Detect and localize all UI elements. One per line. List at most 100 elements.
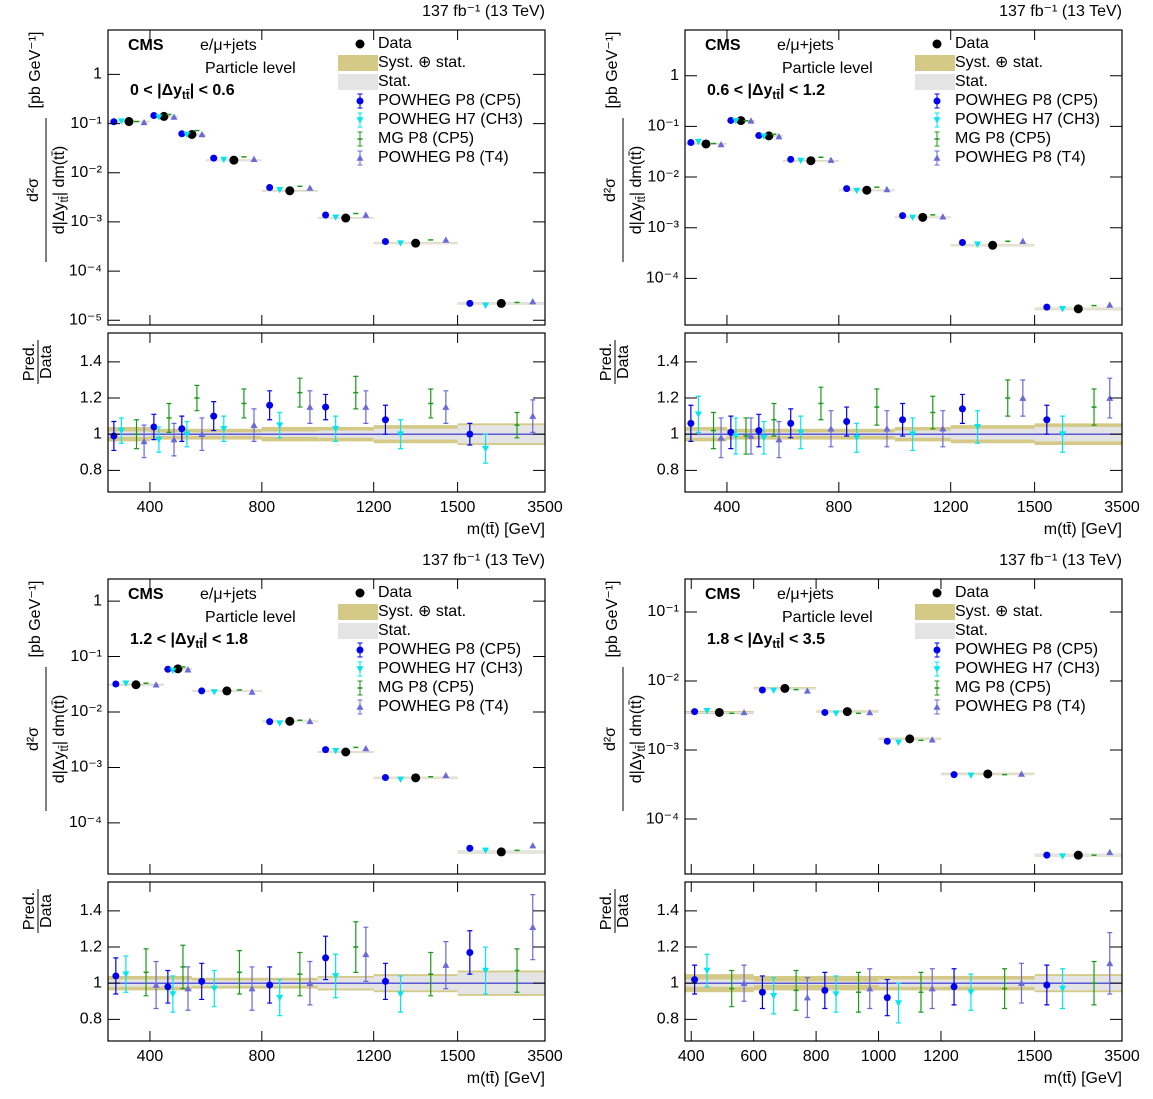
y-tick-label: 10⁻¹ bbox=[647, 603, 679, 620]
plot-frame bbox=[107, 578, 546, 875]
legend-marker bbox=[356, 646, 364, 654]
marker bbox=[806, 156, 816, 166]
y-tick-label: 10⁻⁵ bbox=[69, 311, 102, 328]
marker bbox=[909, 431, 917, 438]
y-tick-label: 10⁻³ bbox=[70, 213, 102, 230]
lumi-label: 137 fb⁻¹ (13 TeV) bbox=[999, 552, 1122, 569]
marker bbox=[758, 988, 766, 996]
marker bbox=[780, 683, 790, 693]
legend-label: Data bbox=[955, 584, 989, 601]
marker bbox=[184, 666, 192, 673]
y-tick-label: 10⁻³ bbox=[647, 741, 679, 758]
marker bbox=[170, 113, 178, 120]
legend-swatch bbox=[338, 623, 378, 639]
legend-swatch bbox=[915, 74, 955, 90]
legend-marker bbox=[933, 703, 941, 710]
marker bbox=[276, 422, 284, 429]
y-label-denominator-part: tt̄ bbox=[636, 744, 648, 751]
marker bbox=[687, 419, 695, 427]
ratio-frame bbox=[684, 881, 1123, 1042]
legend-swatch bbox=[915, 623, 955, 639]
marker bbox=[210, 689, 218, 696]
marker bbox=[1106, 959, 1114, 967]
marker bbox=[1106, 394, 1114, 401]
x-axis-label: m(tt̄) [GeV] bbox=[1044, 521, 1122, 538]
ratio-y-tick-label: 1.2 bbox=[80, 938, 102, 955]
marker bbox=[755, 427, 763, 435]
marker bbox=[248, 985, 256, 992]
x-tick-label: 600 bbox=[740, 1048, 767, 1065]
marker bbox=[714, 707, 724, 717]
marker bbox=[397, 240, 405, 247]
region-label-part: 1.8 < |Δy bbox=[707, 631, 772, 648]
ratio-label-bottom: Data bbox=[615, 345, 632, 379]
region-label-part: tt̄ bbox=[195, 639, 203, 651]
legend-label: Syst. ⊕ stat. bbox=[378, 603, 466, 620]
marker bbox=[164, 665, 172, 673]
marker bbox=[758, 686, 766, 694]
marker bbox=[322, 746, 330, 754]
marker bbox=[140, 118, 148, 126]
lumi-label: 137 fb⁻¹ (13 TeV) bbox=[999, 3, 1122, 20]
x-tick-label: 3500 bbox=[527, 499, 563, 516]
marker bbox=[691, 976, 699, 984]
legend-label: Data bbox=[378, 35, 412, 52]
region-label-part: | < 1.8 bbox=[203, 631, 248, 648]
marker bbox=[843, 185, 851, 193]
marker bbox=[110, 118, 118, 126]
marker bbox=[1059, 306, 1067, 313]
marker bbox=[466, 844, 474, 852]
experiment-label: CMS bbox=[705, 586, 741, 603]
marker bbox=[198, 130, 206, 138]
marker bbox=[222, 686, 232, 696]
marker bbox=[482, 445, 490, 453]
region-label: 0.6 < |Δytt̄| < 1.2 bbox=[707, 82, 825, 102]
x-tick-label: 800 bbox=[803, 1048, 830, 1065]
marker bbox=[112, 972, 120, 980]
marker bbox=[362, 950, 370, 958]
y-label-unit: [pb GeV⁻¹] bbox=[604, 32, 621, 109]
marker bbox=[482, 967, 490, 975]
marker bbox=[732, 117, 740, 125]
marker bbox=[905, 734, 915, 744]
marker bbox=[164, 983, 172, 991]
marker bbox=[397, 991, 405, 998]
marker bbox=[496, 298, 506, 308]
marker bbox=[210, 412, 218, 420]
y-tick-label: 1 bbox=[93, 592, 102, 609]
marker bbox=[306, 979, 314, 986]
marker bbox=[210, 154, 218, 162]
marker bbox=[842, 707, 852, 717]
region-label: 0 < |Δytt̄| < 0.6 bbox=[130, 82, 235, 102]
marker bbox=[760, 434, 768, 442]
legend-label: MG P8 (CP5) bbox=[955, 679, 1051, 696]
marker bbox=[939, 213, 947, 220]
region-label: 1.2 < |Δytt̄| < 1.8 bbox=[130, 631, 248, 651]
lumi-label: 137 fb⁻¹ (13 TeV) bbox=[422, 552, 545, 569]
panel: 10⁻⁴ 10⁻³ 10⁻² 10⁻¹ 1 0.8 1 1.2 1.4 400 800 1200 150… bbox=[598, 3, 1140, 538]
marker bbox=[381, 237, 389, 245]
plot-frame bbox=[684, 29, 1123, 326]
marker bbox=[183, 131, 191, 138]
legend-swatch bbox=[915, 55, 955, 71]
marker bbox=[853, 187, 861, 195]
marker bbox=[862, 185, 872, 195]
marker bbox=[827, 156, 835, 163]
ratio-y-tick-label: 1 bbox=[93, 974, 102, 991]
marker bbox=[895, 739, 903, 746]
ratio-frame bbox=[107, 332, 546, 493]
marker bbox=[362, 211, 370, 218]
x-axis-label: m(tt̄) [GeV] bbox=[467, 521, 545, 538]
marker bbox=[821, 708, 829, 716]
y-label-denominator-part: tt̄ bbox=[59, 195, 71, 202]
legend-label: POWHEG H7 (CH3) bbox=[955, 660, 1100, 677]
marker bbox=[1059, 985, 1067, 993]
marker bbox=[184, 985, 192, 992]
region-label-part: tt̄ bbox=[772, 639, 780, 651]
marker bbox=[1106, 848, 1114, 856]
region-label-part: 0.6 < |Δy bbox=[707, 82, 772, 99]
marker bbox=[717, 434, 725, 441]
marker bbox=[950, 771, 958, 779]
y-label-denominator: d|Δytt̄| dm(tt̄) bbox=[51, 146, 71, 235]
